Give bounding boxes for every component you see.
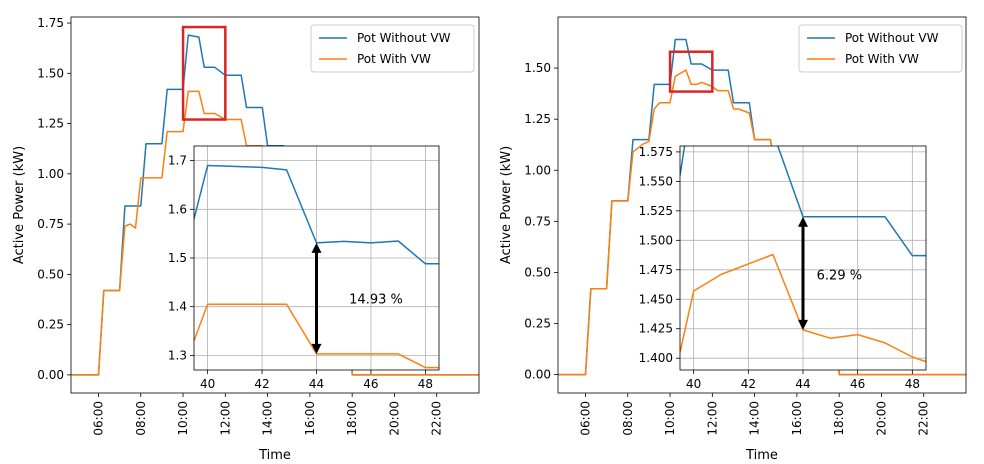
inset-y-tick-label: 1.3 [168,348,187,362]
inset-y-tick-label: 1.6 [168,202,187,216]
inset-series-with-vw-line [194,303,439,369]
legend-label: Pot With VW [845,52,919,66]
difference-arrow-head-down [798,319,808,330]
difference-arrow-head-down [311,343,322,354]
inset-y-tick-label: 1.500 [639,233,673,247]
inset-y-tick-label: 1.4 [168,300,187,314]
difference-arrow-head-up [798,216,808,227]
x-axis-label: Time [258,448,291,463]
y-tick-label: 1.25 [37,117,64,131]
x-tick-label: 06:00 [91,401,105,436]
inset-lines [194,164,439,369]
x-axis-label: Time [745,448,778,463]
x-tick-label: 18:00 [832,401,846,436]
x-tick-label: 22:00 [430,401,444,436]
y-tick-label: 0.75 [524,214,551,228]
chart-panel-1: 0.00 0.25 0.50 0.75 1.00 1.25 1.50 1.75 06:00 08:… [12,16,480,463]
inset-y-tick-label: 1.475 [639,263,673,277]
x-tick-label: 06:00 [578,401,592,436]
y-tick-label: 0.50 [524,265,551,279]
difference-annotation: 6.29 % [817,269,862,284]
x-tick-label: 12:00 [218,401,232,436]
inset-series-without-vw-line [194,164,439,265]
x-tick-label: 20:00 [874,401,888,436]
legend-label: Pot Without VW [357,31,451,45]
inset-x-tick-label: 42 [741,377,756,391]
difference-annotation: 14.93 % [349,292,403,307]
legend: Pot Without VW Pot With VW [798,24,963,73]
inset-x-tick-label: 46 [850,377,865,391]
inset-x-tick-label: 46 [363,377,378,391]
legend-label: Pot With VW [357,52,431,66]
y-tick-label: 1.00 [37,167,64,181]
legend-box [798,24,963,73]
x-tick-label: 12:00 [705,401,719,436]
inset-x-tick-label: 44 [795,377,810,391]
inset-series-without-vw-line [680,146,926,257]
x-tick-label: 16:00 [303,401,317,436]
inset-x-tick-label: 42 [254,377,269,391]
x-tick-label: 22:00 [917,401,931,436]
inset-y-tick-label: 1.525 [639,204,673,218]
legend-label: Pot Without VW [845,31,939,45]
y-tick-label: 0.75 [37,217,64,231]
inset-y-tick-label: 1.450 [639,292,673,306]
inset-x-tick-label: 40 [200,377,215,391]
y-tick-label: 0.00 [524,368,551,382]
x-tick-label: 18:00 [345,401,359,436]
y-tick-label: 1.25 [524,112,551,126]
x-tick-label: 20:00 [387,401,401,436]
y-tick-label: 1.75 [37,16,64,30]
plot-frame [70,16,480,394]
y-axis-label: Active Power (kW) [12,146,27,264]
legend-box [310,24,475,73]
inset-zoom-plot: 14.93 % 40 42 44 46 48 1.3 1.4 1.5 1.6 1.7 [168,145,440,391]
inset-y-tick-label: 1.7 [168,154,187,168]
x-tick-label: 16:00 [790,401,804,436]
y-tick-label: 1.00 [524,163,551,177]
inset-y-tick-label: 1.400 [639,351,673,365]
x-tick-label: 10:00 [176,401,190,436]
y-tick-label: 0.25 [37,318,64,332]
x-tick-label: 14:00 [748,401,762,436]
chart-panel-2: 0.00 0.25 0.50 0.75 1.00 1.25 1.50 06:00 08:00 10… [499,16,967,463]
y-tick-label: 0.00 [37,368,64,382]
zoom-region-box [181,25,227,121]
y-tick-label: 1.50 [524,61,551,75]
plot-frame [557,16,967,394]
inset-x-tick-label: 44 [309,377,324,391]
inset-x-tick-label: 40 [686,377,701,391]
y-axis-label: Active Power (kW) [499,146,514,264]
inset-y-tick-label: 1.550 [639,174,673,188]
y-tick-label: 0.50 [37,267,64,281]
inset-x-tick-label: 48 [418,377,433,391]
zoom-region-box [668,50,714,93]
x-tick-label: 08:00 [134,401,148,436]
inset-y-tick-label: 1.575 [639,145,673,159]
inset-y-tick-label: 1.425 [639,322,673,336]
legend: Pot Without VW Pot With VW [310,24,475,73]
x-tick-label: 14:00 [261,401,275,436]
x-tick-label: 08:00 [621,401,635,436]
y-tick-label: 1.50 [37,66,64,80]
inset-zoom-plot: 6.29 % 40 42 44 46 48 1.400 1.425 1.450 1.475 1.50… [639,145,927,391]
inset-x-tick-label: 48 [905,377,920,391]
difference-arrow-head-up [311,242,322,253]
inset-y-tick-label: 1.5 [168,251,187,265]
x-tick-label: 10:00 [663,401,677,436]
y-tick-label: 0.25 [524,317,551,331]
